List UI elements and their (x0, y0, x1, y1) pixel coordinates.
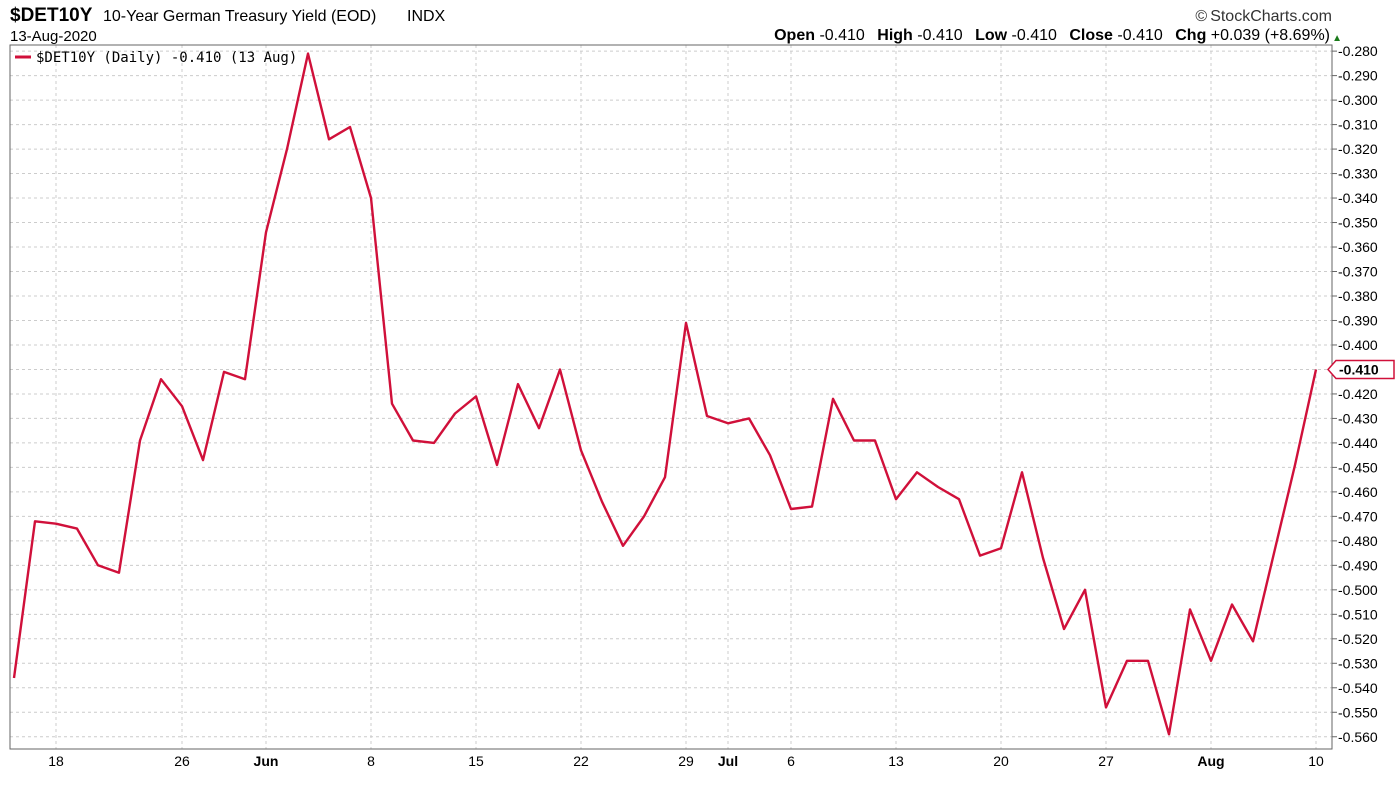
y-tick-label: -0.340 (1338, 190, 1378, 206)
y-tick-label: -0.350 (1338, 215, 1378, 231)
y-axis: -0.280 -0.290 -0.300 -0.310 -0.320 -0.330 -0.3… (1332, 43, 1378, 745)
y-tick-label: -0.390 (1338, 312, 1378, 328)
x-tick-label: Jul (718, 753, 738, 769)
y-tick-label: -0.400 (1338, 337, 1378, 353)
y-tick-label: -0.420 (1338, 386, 1378, 402)
x-tick-label: 15 (468, 753, 484, 769)
x-tick-label: 26 (174, 753, 190, 769)
open-label: Open (774, 27, 815, 44)
y-tick-label: -0.330 (1338, 166, 1378, 182)
chg-label: Chg (1175, 27, 1207, 44)
y-tick-label: -0.300 (1338, 92, 1378, 108)
y-tick-label: -0.560 (1338, 729, 1378, 745)
open-value: -0.410 (819, 27, 865, 44)
chg-value: +0.039 (+8.69%) (1210, 27, 1330, 44)
y-tick-label: -0.510 (1338, 606, 1378, 622)
x-tick-label: 13 (888, 753, 904, 769)
up-triangle-icon: ▲ (1332, 33, 1342, 44)
y-tick-label: -0.480 (1338, 533, 1378, 549)
y-tick-label: -0.430 (1338, 410, 1378, 426)
y-tick-label: -0.380 (1338, 288, 1378, 304)
grid-layer (10, 45, 1332, 749)
y-tick-label: -0.310 (1338, 117, 1378, 133)
low-label: Low (975, 27, 1008, 44)
brand-logo: © StockCharts.com (1195, 8, 1332, 26)
high-label: High (877, 27, 913, 44)
x-tick-label: 20 (993, 753, 1009, 769)
x-tick-label: Jun (254, 753, 279, 769)
y-tick-label: -0.460 (1338, 484, 1378, 500)
chart-header: $DET10Y 10-Year German Treasury Yield (E… (0, 0, 1400, 46)
exchange-label: INDX (407, 8, 446, 25)
y-tick-label: -0.280 (1338, 43, 1378, 59)
brand-text: StockCharts.com (1210, 8, 1332, 25)
y-tick-label: -0.370 (1338, 264, 1378, 280)
x-tick-label: Aug (1197, 753, 1224, 769)
ohlc-readout: Open -0.410 High -0.410 Low -0.410 Close… (774, 27, 1330, 45)
y-tick-label: -0.490 (1338, 557, 1378, 573)
last-value-tag: -0.410 (1326, 359, 1395, 380)
y-tick-label: -0.320 (1338, 141, 1378, 157)
ticker-symbol: $DET10Y (10, 5, 93, 26)
x-tick-label: 8 (367, 753, 375, 769)
x-tick-label: 18 (48, 753, 64, 769)
x-tick-label: 22 (573, 753, 589, 769)
y-tick-label: -0.550 (1338, 704, 1378, 720)
high-value: -0.410 (917, 27, 963, 44)
y-tick-label: -0.470 (1338, 508, 1378, 524)
close-label: Close (1069, 27, 1113, 44)
y-tick-label: -0.450 (1338, 459, 1378, 475)
y-tick-label: -0.530 (1338, 655, 1378, 671)
x-tick-label: 29 (678, 753, 694, 769)
x-axis: 18 26 Jun 8 15 22 29 Jul 6 13 20 27 Aug 10 (48, 753, 1324, 769)
close-value: -0.410 (1117, 27, 1163, 44)
plot-frame (9, 44, 1333, 750)
y-tick-label: -0.520 (1338, 631, 1378, 647)
low-value: -0.410 (1011, 27, 1057, 44)
chart-date: 13-Aug-2020 (10, 28, 97, 45)
x-tick-label: 6 (787, 753, 795, 769)
y-tick-label: -0.360 (1338, 239, 1378, 255)
x-tick-label: 10 (1308, 753, 1324, 769)
ticker-description: 10-Year German Treasury Yield (EOD) (103, 8, 377, 25)
y-tick-label: -0.540 (1338, 680, 1378, 696)
y-tick-label: -0.290 (1338, 68, 1378, 84)
legend-text: $DET10Y (Daily) -0.410 (13 Aug) (36, 50, 297, 66)
last-value-tag-text: -0.410 (1339, 361, 1379, 377)
x-tick-label: 27 (1098, 753, 1114, 769)
y-tick-label: -0.500 (1338, 582, 1378, 598)
series-line-det10y (12, 52, 1318, 736)
last-value-tag-shape (1326, 359, 1395, 380)
legend: $DET10Y (Daily) -0.410 (13 Aug) (15, 50, 297, 66)
y-tick-label: -0.440 (1338, 435, 1378, 451)
copyright-icon: © (1195, 8, 1208, 25)
